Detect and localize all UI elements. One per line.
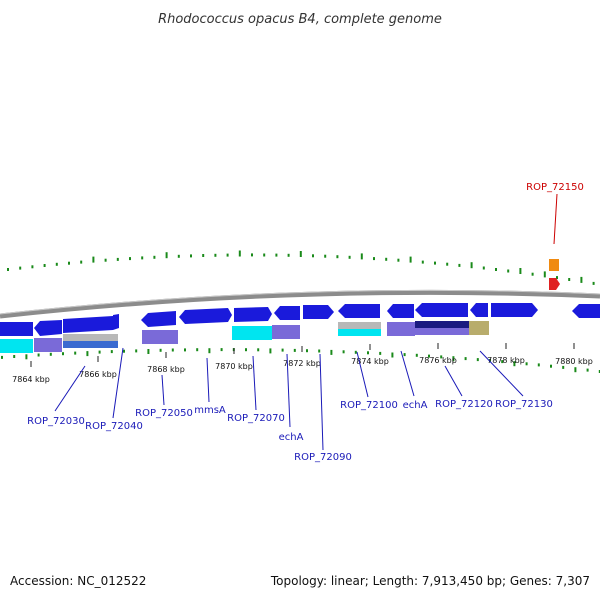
gene-label[interactable]: ROP_72130 [495,399,553,410]
gene-arrow[interactable] [415,303,468,317]
kbp-scale: 7864 kbp 7866 kbp 7868 kbp 7870 kbp 7872… [12,343,593,384]
gene-arrow[interactable] [491,303,538,317]
kbp-label: 7870 kbp [215,362,253,371]
accession-text: Accession: NC_012522 [10,574,146,588]
gene-arrow[interactable] [572,304,600,318]
gene-labels: ROP_72150 ROP_72030 ROP_72040 ROP_72050 … [27,182,584,463]
kbp-label: 7868 kbp [147,365,185,374]
gene-arrow[interactable] [0,322,33,336]
gene-arrow[interactable] [338,304,380,318]
gene-label[interactable]: ROP_72120 [435,399,493,410]
gene-label[interactable]: echA [279,432,304,443]
kbp-label: 7878 kbp [487,356,525,365]
gene-label[interactable]: ROP_72050 [135,408,193,419]
gc-ticks-upper [7,250,595,285]
gene-arrow[interactable] [470,303,488,317]
label-leader-line [206,357,210,403]
category-box-lavender[interactable] [34,338,62,352]
category-box-lavender[interactable] [387,322,415,336]
label-leader-line [286,353,291,428]
gene-arrow[interactable] [274,306,300,320]
label-leader-line [252,355,257,411]
label-leader-line [444,365,463,397]
orange-feature[interactable] [549,259,559,271]
category-box-khaki[interactable] [469,321,489,335]
gene-arrow[interactable] [234,307,272,322]
kbp-label: 7864 kbp [12,375,50,384]
label-leader-line [112,347,124,419]
category-box-grey[interactable] [63,334,118,341]
category-box-grey[interactable] [338,322,381,329]
label-leader-line [319,353,324,451]
label-leader-line [400,350,415,397]
genome-backbone [0,289,600,319]
gene-label[interactable]: ROP_72100 [340,400,398,411]
kbp-label: 7874 kbp [351,357,389,366]
label-leader-line [356,351,369,398]
gene-label[interactable]: ROP_72070 [227,413,285,424]
gene-label[interactable]: ROP_72040 [85,421,143,432]
label-leader-line [54,365,86,412]
category-lane [0,321,489,353]
kbp-label: 7866 kbp [79,370,117,379]
gene-arrow[interactable] [141,311,176,327]
gene-arrow[interactable] [34,320,62,336]
category-box-cyan[interactable] [0,339,33,353]
gene-arrow[interactable] [303,305,334,319]
category-box-navy[interactable] [415,321,469,328]
category-box-cyan[interactable] [232,326,272,340]
gene-lane-forward [0,303,600,336]
category-box-lavender[interactable] [142,330,178,344]
kbp-label: 7880 kbp [555,357,593,366]
genome-stats-text: Topology: linear; Length: 7,913,450 bp; … [270,574,590,588]
kbp-label: 7876 kbp [419,356,457,365]
label-leader-line [553,193,558,245]
category-box-cyan[interactable] [338,329,381,336]
gene-arrow[interactable] [63,316,113,333]
gene-label[interactable]: echA [403,400,428,411]
category-box-lavender[interactable] [272,325,300,339]
label-leader-line [161,374,165,406]
gene-arrow[interactable] [387,304,414,318]
category-box-lavender[interactable] [415,328,469,335]
gene-label[interactable]: mmsA [194,405,226,416]
category-box-blue[interactable] [63,341,118,348]
gene-arrow[interactable] [113,314,119,330]
gene-label[interactable]: ROP_72090 [294,452,352,463]
gene-label[interactable]: ROP_72030 [27,416,85,427]
label-leader-line [479,350,524,397]
red-feature-arrow[interactable] [549,278,560,290]
kbp-label: 7872 kbp [283,359,321,368]
genome-title: Rhodococcus opacus B4, complete genome [158,12,442,27]
genome-backbone-highlight [0,289,600,315]
gene-label-highlight[interactable]: ROP_72150 [526,182,584,193]
gene-arrow[interactable] [179,308,232,324]
